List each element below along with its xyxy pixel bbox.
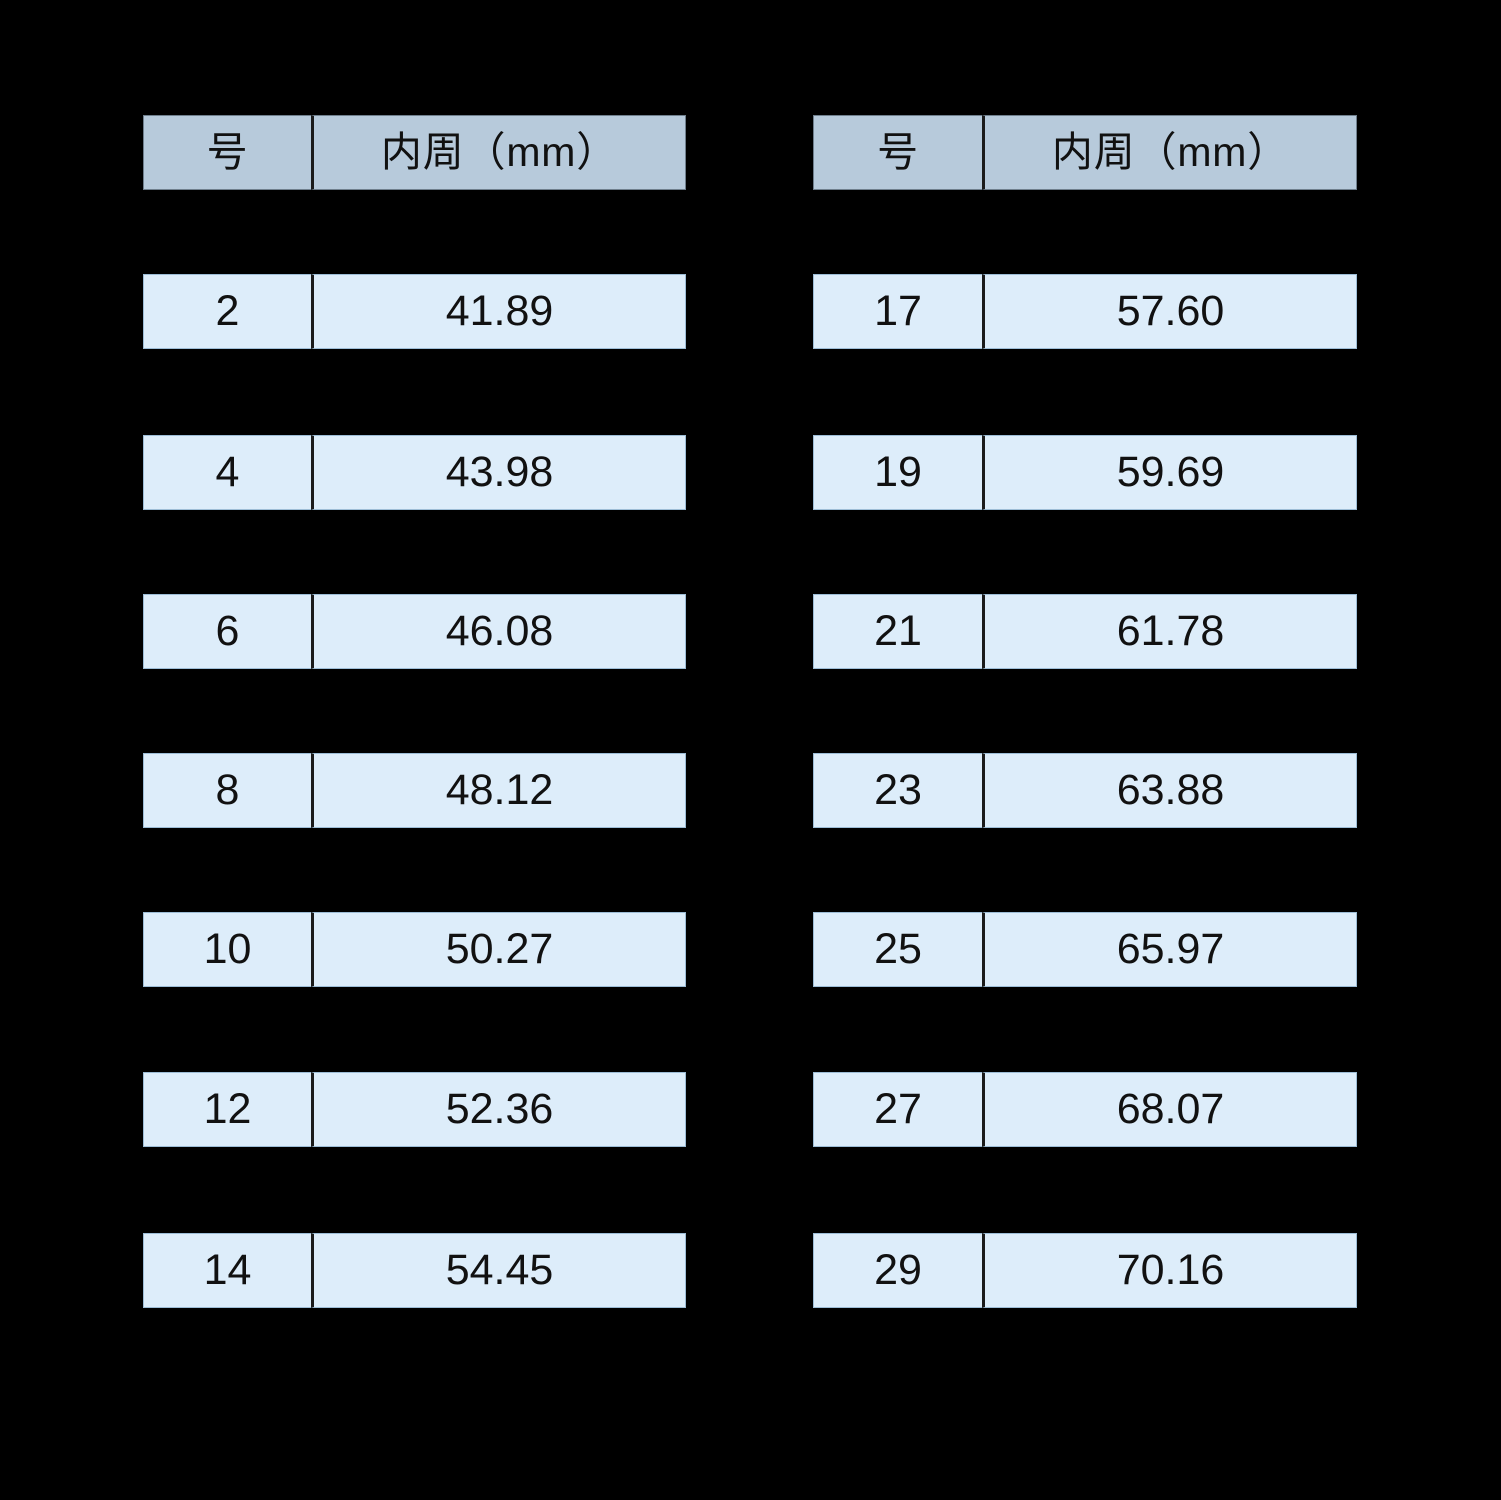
table-header-row: 号 内周（mm）: [143, 115, 686, 190]
column-header-circumference: 内周（mm）: [982, 115, 1357, 190]
cell-circumference: 68.07: [982, 1072, 1357, 1147]
column-header-size: 号: [143, 115, 311, 190]
cell-circumference: 70.16: [982, 1233, 1357, 1308]
cell-size: 10: [143, 912, 311, 987]
cell-circumference: 46.08: [311, 594, 686, 669]
cell-circumference: 59.69: [982, 435, 1357, 510]
table-row: 29 70.16: [813, 1233, 1357, 1308]
table-row: 8 48.12: [143, 753, 686, 828]
table-row: 19 59.69: [813, 435, 1357, 510]
cell-size: 17: [813, 274, 982, 349]
table-row: 14 54.45: [143, 1233, 686, 1308]
table-row: 10 50.27: [143, 912, 686, 987]
table-row: 21 61.78: [813, 594, 1357, 669]
table-row: 25 65.97: [813, 912, 1357, 987]
table-row: 4 43.98: [143, 435, 686, 510]
cell-size: 23: [813, 753, 982, 828]
cell-circumference: 41.89: [311, 274, 686, 349]
cell-circumference: 50.27: [311, 912, 686, 987]
table-row: 12 52.36: [143, 1072, 686, 1147]
cell-circumference: 52.36: [311, 1072, 686, 1147]
cell-circumference: 57.60: [982, 274, 1357, 349]
cell-circumference: 65.97: [982, 912, 1357, 987]
cell-size: 19: [813, 435, 982, 510]
table-row: 23 63.88: [813, 753, 1357, 828]
cell-size: 2: [143, 274, 311, 349]
column-header-size: 号: [813, 115, 982, 190]
cell-size: 14: [143, 1233, 311, 1308]
cell-circumference: 43.98: [311, 435, 686, 510]
cell-size: 21: [813, 594, 982, 669]
cell-circumference: 61.78: [982, 594, 1357, 669]
cell-circumference: 63.88: [982, 753, 1357, 828]
cell-size: 27: [813, 1072, 982, 1147]
table-row: 6 46.08: [143, 594, 686, 669]
cell-size: 4: [143, 435, 311, 510]
column-header-circumference: 内周（mm）: [311, 115, 686, 190]
table-row: 27 68.07: [813, 1072, 1357, 1147]
table-row: 17 57.60: [813, 274, 1357, 349]
cell-size: 25: [813, 912, 982, 987]
cell-circumference: 48.12: [311, 753, 686, 828]
table-row: 2 41.89: [143, 274, 686, 349]
cell-size: 6: [143, 594, 311, 669]
cell-size: 8: [143, 753, 311, 828]
table-header-row: 号 内周（mm）: [813, 115, 1357, 190]
cell-size: 12: [143, 1072, 311, 1147]
cell-size: 29: [813, 1233, 982, 1308]
cell-circumference: 54.45: [311, 1233, 686, 1308]
